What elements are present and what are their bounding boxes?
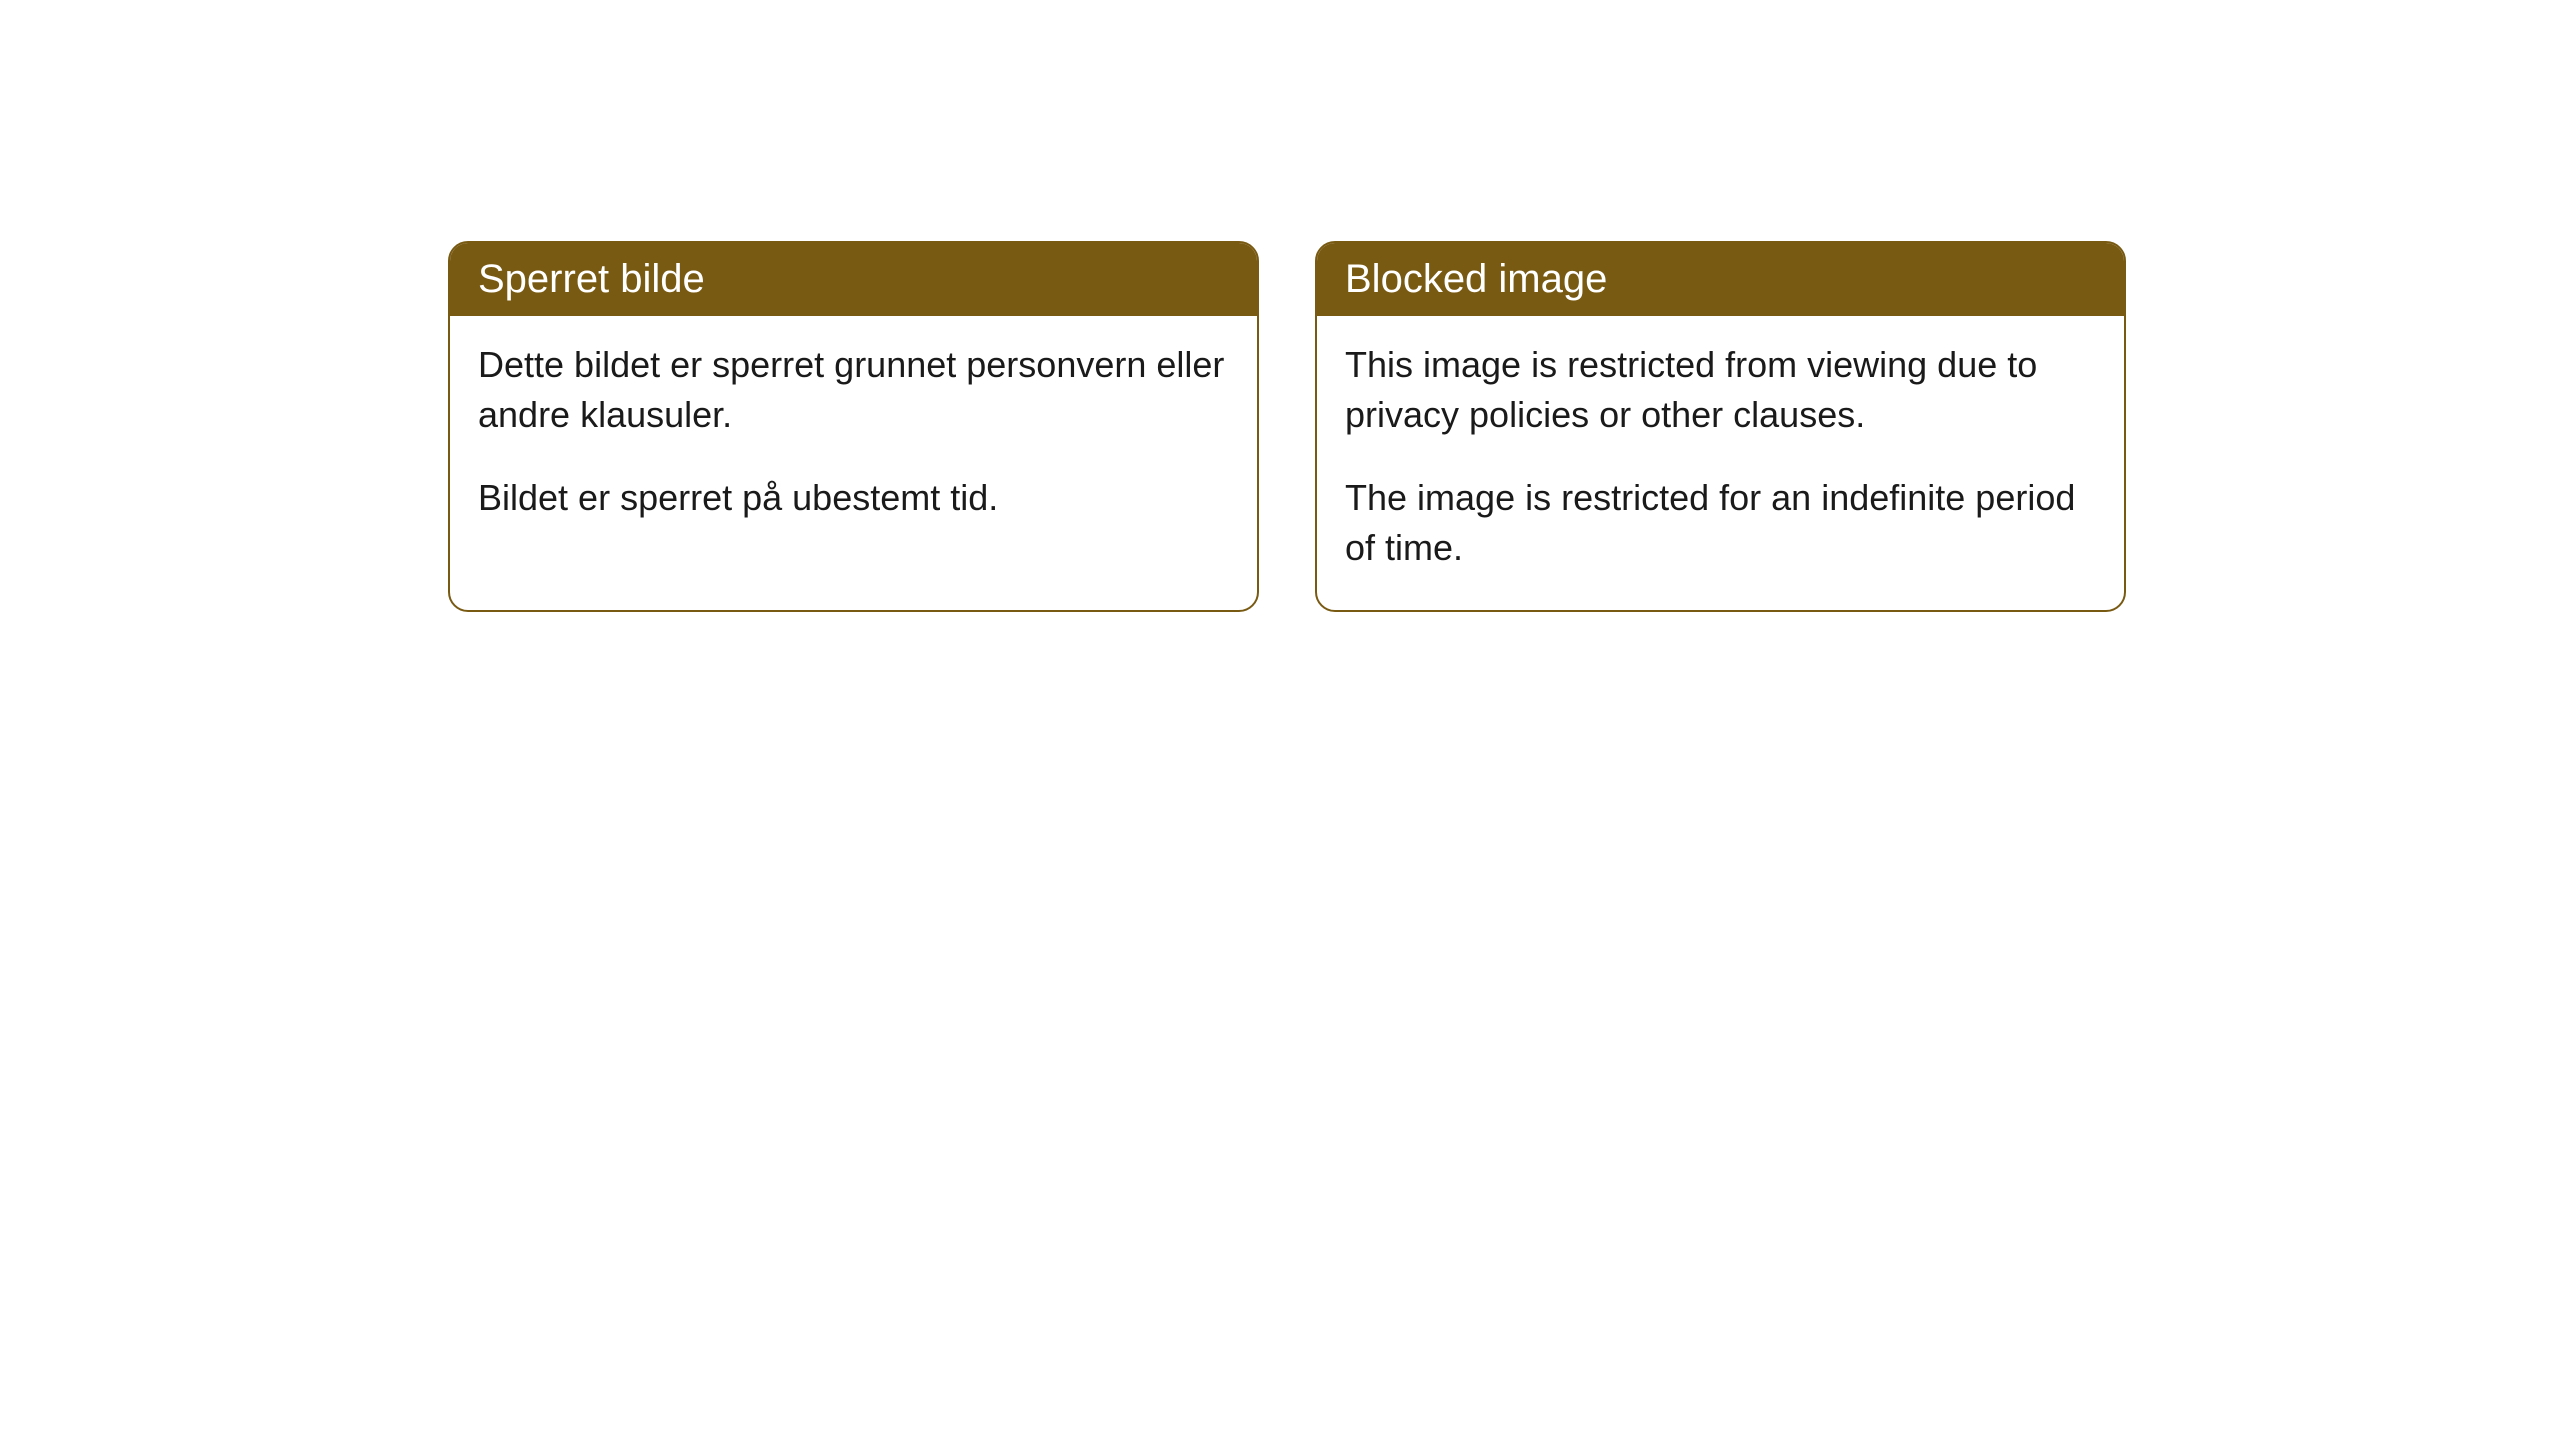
notice-card-norwegian: Sperret bilde Dette bildet er sperret gr…	[448, 241, 1259, 612]
card-header-english: Blocked image	[1317, 243, 2124, 316]
card-text-2: Bildet er sperret på ubestemt tid.	[478, 473, 1229, 523]
card-header-norwegian: Sperret bilde	[450, 243, 1257, 316]
card-title: Sperret bilde	[478, 257, 705, 301]
card-text-1: This image is restricted from viewing du…	[1345, 340, 2096, 441]
notice-card-english: Blocked image This image is restricted f…	[1315, 241, 2126, 612]
card-text-2: The image is restricted for an indefinit…	[1345, 473, 2096, 574]
notice-container: Sperret bilde Dette bildet er sperret gr…	[0, 0, 2560, 612]
card-body-english: This image is restricted from viewing du…	[1317, 316, 2124, 610]
card-text-1: Dette bildet er sperret grunnet personve…	[478, 340, 1229, 441]
card-title: Blocked image	[1345, 257, 1607, 301]
card-body-norwegian: Dette bildet er sperret grunnet personve…	[450, 316, 1257, 559]
